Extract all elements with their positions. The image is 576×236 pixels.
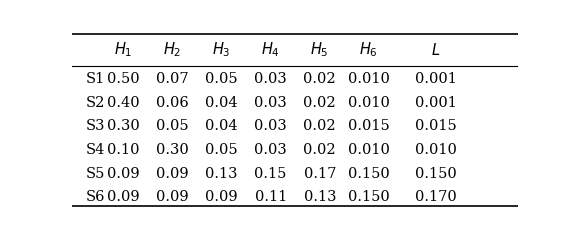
Text: 0.09: 0.09	[156, 167, 189, 181]
Text: $L$: $L$	[431, 42, 441, 58]
Text: 0.40: 0.40	[107, 96, 139, 110]
Text: 0.15: 0.15	[255, 167, 287, 181]
Text: $H_2$: $H_2$	[163, 41, 181, 59]
Text: 0.04: 0.04	[205, 96, 238, 110]
Text: 0.010: 0.010	[348, 72, 390, 86]
Text: 0.001: 0.001	[415, 72, 457, 86]
Text: 0.02: 0.02	[304, 119, 336, 133]
Text: 0.05: 0.05	[156, 119, 189, 133]
Text: 0.03: 0.03	[254, 119, 287, 133]
Text: S6: S6	[85, 190, 105, 204]
Text: 0.02: 0.02	[304, 72, 336, 86]
Text: S5: S5	[85, 167, 105, 181]
Text: 0.09: 0.09	[205, 190, 238, 204]
Text: 0.170: 0.170	[415, 190, 457, 204]
Text: 0.13: 0.13	[304, 190, 336, 204]
Text: S4: S4	[85, 143, 105, 157]
Text: $H_3$: $H_3$	[212, 41, 231, 59]
Text: S2: S2	[85, 96, 105, 110]
Text: 0.03: 0.03	[254, 143, 287, 157]
Text: $H_4$: $H_4$	[261, 41, 280, 59]
Text: 0.13: 0.13	[205, 167, 238, 181]
Text: 0.30: 0.30	[156, 143, 189, 157]
Text: S1: S1	[85, 72, 105, 86]
Text: 0.150: 0.150	[348, 167, 390, 181]
Text: 0.30: 0.30	[107, 119, 140, 133]
Text: 0.10: 0.10	[107, 143, 139, 157]
Text: $H_5$: $H_5$	[310, 41, 329, 59]
Text: 0.09: 0.09	[107, 190, 139, 204]
Text: 0.150: 0.150	[415, 167, 457, 181]
Text: 0.17: 0.17	[304, 167, 336, 181]
Text: 0.010: 0.010	[348, 143, 390, 157]
Text: 0.05: 0.05	[205, 143, 238, 157]
Text: 0.010: 0.010	[348, 96, 390, 110]
Text: 0.04: 0.04	[205, 119, 238, 133]
Text: 0.02: 0.02	[304, 96, 336, 110]
Text: 0.09: 0.09	[156, 190, 189, 204]
Text: 0.015: 0.015	[415, 119, 457, 133]
Text: 0.03: 0.03	[254, 72, 287, 86]
Text: 0.05: 0.05	[205, 72, 238, 86]
Text: 0.150: 0.150	[348, 190, 390, 204]
Text: 0.015: 0.015	[348, 119, 390, 133]
Text: $H_1$: $H_1$	[114, 41, 132, 59]
Text: 0.02: 0.02	[304, 143, 336, 157]
Text: 0.50: 0.50	[107, 72, 139, 86]
Text: 0.11: 0.11	[255, 190, 287, 204]
Text: 0.001: 0.001	[415, 96, 457, 110]
Text: 0.010: 0.010	[415, 143, 457, 157]
Text: 0.03: 0.03	[254, 96, 287, 110]
Text: 0.09: 0.09	[107, 167, 139, 181]
Text: 0.06: 0.06	[156, 96, 189, 110]
Text: $H_6$: $H_6$	[359, 41, 378, 59]
Text: 0.07: 0.07	[156, 72, 189, 86]
Text: S3: S3	[85, 119, 105, 133]
